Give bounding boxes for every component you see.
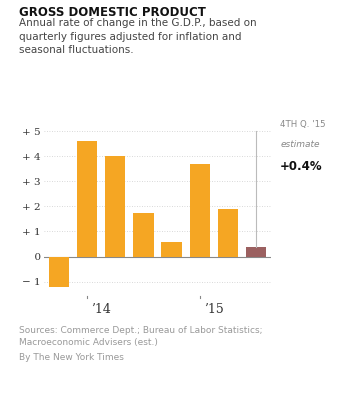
Bar bbox=[77, 141, 97, 256]
Bar bbox=[190, 164, 210, 256]
Bar bbox=[133, 213, 153, 256]
Text: Annual rate of change in the G.D.P., based on
quarterly figures adjusted for inf: Annual rate of change in the G.D.P., bas… bbox=[19, 18, 257, 55]
Text: 4TH Q. '15: 4TH Q. '15 bbox=[280, 120, 326, 129]
Text: ’14: ’14 bbox=[91, 302, 111, 316]
Text: GROSS DOMESTIC PRODUCT: GROSS DOMESTIC PRODUCT bbox=[19, 6, 206, 19]
Text: By The New York Times: By The New York Times bbox=[19, 353, 124, 362]
Bar bbox=[105, 156, 125, 256]
Bar bbox=[246, 246, 266, 256]
Text: +0.4%: +0.4% bbox=[280, 160, 323, 173]
Bar bbox=[218, 209, 238, 256]
Bar bbox=[161, 242, 182, 256]
Bar bbox=[49, 256, 69, 287]
Text: Sources: Commerce Dept.; Bureau of Labor Statistics;
Macroeconomic Advisers (est: Sources: Commerce Dept.; Bureau of Labor… bbox=[19, 326, 263, 347]
Text: ’15: ’15 bbox=[204, 302, 224, 316]
Text: estimate: estimate bbox=[280, 140, 320, 149]
